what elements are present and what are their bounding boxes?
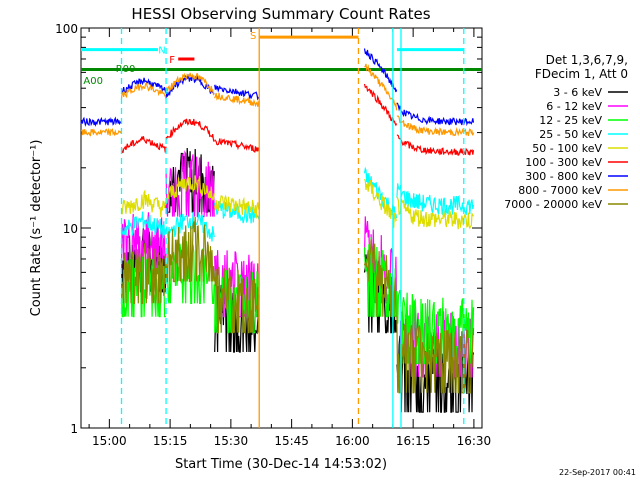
- time-markers: [120, 28, 465, 428]
- x-tick-label: 16:30: [457, 434, 492, 448]
- legend-entry-label: 12 - 25 keV: [539, 114, 602, 127]
- series-line: [121, 175, 475, 230]
- timestamp-label: 22-Sep-2017 00:41: [559, 468, 636, 477]
- series-line: [80, 63, 475, 137]
- legend-entry-label: 6 - 12 keV: [546, 100, 602, 113]
- series-line: [120, 150, 475, 378]
- data-series: [80, 48, 475, 413]
- flag-label: R00: [116, 64, 136, 75]
- series-line: [120, 83, 475, 156]
- chart-title: HESSI Observing Summary Count Rates: [131, 5, 430, 23]
- y-axis-label: Count Rate (s⁻¹ detector⁻¹): [29, 140, 44, 317]
- legend-header-line-1: Det 1,3,6,7,9,: [546, 53, 628, 67]
- flag-label: A00: [83, 76, 103, 87]
- legend-entry-label: 100 - 300 keV: [525, 156, 602, 169]
- legend-header-line-2: FDecim 1, Att 0: [535, 67, 628, 81]
- x-tick-label: 15:30: [214, 434, 249, 448]
- legend-entry-label: 800 - 7000 keV: [518, 184, 602, 197]
- flag-label: F: [169, 55, 175, 66]
- legend-entry-label: 3 - 6 keV: [553, 86, 602, 99]
- x-tick-label: 16:00: [335, 434, 370, 448]
- series-line: [80, 48, 475, 127]
- flag-label: N: [158, 46, 165, 57]
- legend-entry-label: 50 - 100 keV: [532, 142, 602, 155]
- x-axis-label: Start Time (30-Dec-14 14:53:02): [175, 457, 387, 472]
- legend-entry-label: 300 - 800 keV: [525, 170, 602, 183]
- y-tick-label: 100: [55, 22, 78, 36]
- legend-entry-label: 25 - 50 keV: [539, 128, 602, 141]
- x-tick-label: 15:15: [153, 434, 188, 448]
- flag-label: S: [250, 31, 256, 42]
- series-line: [120, 216, 475, 394]
- y-tick-label: 10: [63, 222, 78, 236]
- x-tick-label: 16:15: [396, 434, 431, 448]
- y-tick-label: 1: [70, 422, 78, 436]
- flag-bars: NF S R00 A00: [81, 31, 482, 87]
- legend-entry-label: 7000 - 20000 keV: [504, 198, 602, 211]
- x-tick-label: 15:00: [92, 434, 127, 448]
- axis-ticks: 15:00 15:15 15:30 15:45 16:00 16:15 16:30 100 10…: [55, 22, 491, 448]
- x-tick-label: 15:45: [274, 434, 309, 448]
